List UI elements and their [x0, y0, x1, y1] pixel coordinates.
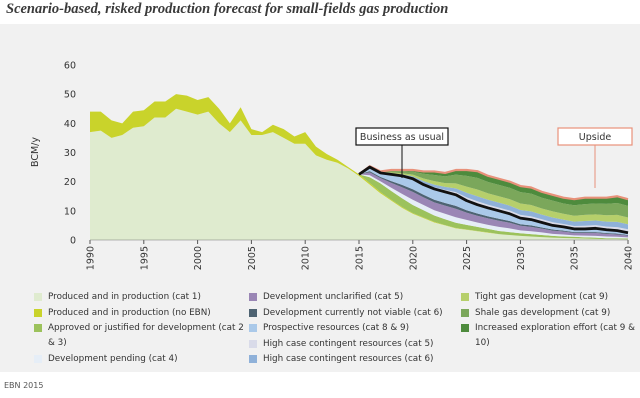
annotation-box: [355, 127, 449, 146]
annotation-text: Upside: [579, 132, 612, 143]
legend-item: Produced and in production (no EBN): [34, 306, 253, 321]
legend-item: Prospective resources (cat 8 & 9): [249, 321, 463, 336]
legend-label: Produced and in production (no EBN): [48, 307, 211, 318]
y-tick-label: 10: [64, 206, 76, 217]
x-tick-label: 2035: [570, 246, 581, 270]
legend-label: Increased exploration effort (cat 9 & 10…: [475, 323, 636, 348]
legend-item: Development currently not viable (cat 6): [249, 306, 463, 321]
annotation-box: [557, 127, 633, 146]
legend-label: Development pending (cat 4): [48, 354, 178, 364]
area: [359, 166, 628, 225]
legend-label: Prospective resources (cat 8 & 9): [263, 323, 410, 333]
legend-swatch: [249, 339, 257, 348]
legend-swatch: [249, 308, 257, 317]
y-tick-label: 50: [64, 90, 76, 101]
legend-swatch: [249, 324, 257, 332]
area: [359, 166, 628, 218]
area: [359, 172, 628, 238]
legend-item: High case contingent resources (cat 6): [249, 352, 463, 367]
legend-swatch: [249, 355, 257, 363]
legend-swatch: [34, 324, 42, 332]
y-tick-label: 60: [64, 61, 76, 72]
legend-item: High case contingent resources (cat 5): [249, 337, 463, 352]
x-tick-label: 1990: [86, 246, 97, 270]
legend-label: High case contingent resources (cat 6): [263, 354, 434, 364]
legend-swatch: [34, 308, 42, 317]
area: [359, 166, 628, 206]
legend-swatch: [34, 293, 42, 301]
legend-item: Approved or justified for development (c…: [34, 321, 253, 351]
legend-label: Shale gas development (cat 9): [475, 307, 611, 318]
y-tick-label: 30: [64, 148, 76, 159]
legend-label: High case contingent resources (cat 5): [263, 338, 434, 349]
legend-item: Tight gas development (cat 9): [461, 290, 640, 305]
legend-label: Development unclarified (cat 5): [263, 292, 404, 302]
legend-label: Development currently not viable (cat 6): [263, 307, 443, 318]
y-tick-label: 20: [64, 177, 76, 188]
x-tick-label: 2040: [624, 246, 635, 270]
upside-line: [358, 165, 629, 201]
x-tick-label: 2030: [516, 246, 527, 270]
x-tick-label: 2015: [355, 246, 366, 270]
y-tick-label: 0: [70, 236, 76, 247]
legend-item: Increased exploration effort (cat 9 & 10…: [461, 321, 640, 351]
legend-swatch: [461, 324, 469, 332]
x-tick-label: 2005: [247, 246, 258, 270]
legend-swatch: [249, 293, 257, 301]
legend-swatch: [461, 308, 469, 317]
y-tick-label: 40: [64, 119, 76, 130]
source: EBN 2015: [4, 381, 44, 390]
chart-title: Scenario-based, risked production foreca…: [6, 1, 449, 17]
legend-item: Shale gas development (cat 9): [461, 306, 640, 321]
x-tick-label: 2010: [301, 246, 312, 270]
annotation-text: Business as usual: [360, 132, 444, 143]
legend-item: Produced and in production (cat 1): [34, 290, 253, 305]
x-tick-label: 2025: [462, 246, 473, 270]
area: [90, 108, 628, 240]
area: [359, 166, 628, 230]
legend-item: Development unclarified (cat 5): [249, 290, 463, 305]
x-tick-label: 1995: [139, 246, 150, 270]
x-tick-label: 2020: [408, 246, 419, 270]
y-axis-label: BCM/y: [30, 137, 41, 167]
legend-swatch: [34, 355, 42, 363]
bau-line: [358, 165, 629, 235]
legend-item: Development pending (cat 4): [34, 352, 253, 367]
area: [359, 174, 628, 240]
x-tick-label: 2000: [193, 246, 204, 270]
legend-label: Approved or justified for development (c…: [48, 323, 244, 348]
legend-label: Tight gas development (cat 9): [475, 292, 609, 302]
legend-label: Produced and in production (cat 1): [48, 292, 201, 302]
legend-swatch: [461, 293, 469, 301]
